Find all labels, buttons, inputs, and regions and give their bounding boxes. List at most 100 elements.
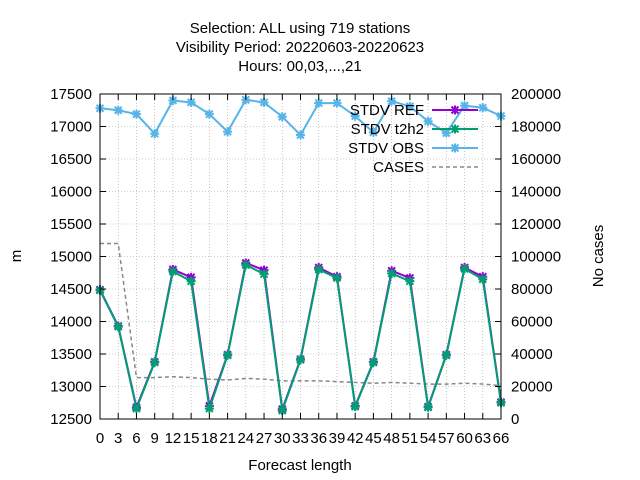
x-tick-label: 57 (438, 430, 455, 447)
x-tick-label: 3 (114, 430, 122, 447)
data-point (350, 402, 360, 412)
y-tick-label: 14000 (50, 314, 92, 331)
x-tick-label: 30 (274, 430, 291, 447)
x-tick-label: 27 (256, 430, 273, 447)
data-point (460, 264, 470, 274)
data-point (259, 97, 269, 107)
y2-tick-label: 160000 (511, 151, 561, 168)
data-point (405, 101, 415, 111)
series-line-cases (100, 242, 502, 387)
data-point (314, 265, 324, 274)
legend-label: CASES (373, 159, 424, 176)
data-point (113, 105, 123, 115)
x-tick-label: 0 (96, 430, 104, 447)
y2-tick-label: 100000 (511, 249, 561, 266)
data-point (277, 406, 287, 416)
x-axis-label: Forecast length (248, 457, 351, 474)
y-tick-label: 13000 (50, 379, 92, 396)
x-tick-label: 15 (183, 430, 200, 447)
y-tick-label: 14500 (50, 281, 92, 298)
y-tick-label: 15500 (50, 216, 92, 233)
data-point (150, 129, 160, 139)
y-tick-label: 17000 (50, 119, 92, 136)
x-tick-label: 63 (474, 430, 491, 447)
data-point (186, 276, 196, 286)
x-tick-label: 33 (292, 430, 309, 447)
y-tick-label: 13500 (50, 346, 92, 363)
x-tick-label: 21 (219, 430, 236, 447)
data-point (478, 274, 488, 284)
data-point (113, 322, 123, 332)
y2-tick-label: 20000 (511, 379, 553, 396)
y2-tick-label: 140000 (511, 184, 561, 201)
data-point (277, 112, 287, 122)
data-point (441, 128, 451, 138)
y2-axis-ticks: 0 20000 40000 60000 80000 100000 120000 140000 1… (495, 86, 561, 428)
x-tick-label: 48 (383, 430, 400, 447)
x-tick-label: 66 (493, 430, 510, 447)
data-point (259, 269, 269, 279)
x-tick-label: 18 (201, 430, 218, 447)
x-tick-label: 9 (151, 430, 159, 447)
y-tick-label: 16000 (50, 184, 92, 201)
title-line: Hours: 00,03,...,21 (238, 58, 361, 75)
x-tick-label: 39 (329, 430, 346, 447)
y2-tick-label: 200000 (511, 86, 561, 103)
data-point (296, 130, 305, 140)
data-point (460, 101, 470, 111)
data-point (478, 103, 488, 113)
data-point (150, 357, 160, 367)
x-tick-label: 36 (310, 430, 327, 447)
data-point (131, 109, 141, 119)
data-point (423, 116, 433, 126)
data-point (423, 402, 433, 412)
y2-tick-label: 60000 (511, 314, 553, 331)
y2-tick-label: 180000 (511, 119, 561, 136)
x-tick-label: 54 (420, 430, 437, 447)
data-point (314, 98, 324, 108)
data-point (296, 355, 305, 365)
data-point (131, 404, 141, 414)
data-point (223, 350, 233, 360)
x-tick-label: 12 (165, 430, 182, 447)
legend-label: STDV OBS (348, 140, 424, 157)
data-point (168, 266, 178, 276)
y-axis-ticks: 12500 13000 13500 14000 14500 15000 15500 16000… (50, 86, 106, 428)
y-axis-label: m (8, 250, 25, 263)
legend-label: STDV t2h2 (351, 121, 424, 138)
y-tick-label: 15000 (50, 249, 92, 266)
x-tick-label: 6 (132, 430, 140, 447)
y2-tick-label: 0 (511, 411, 519, 428)
data-point (387, 268, 397, 278)
y-tick-label: 16500 (50, 151, 92, 168)
legend: STDV REF STDV t2h2 STDV OBS CASES (348, 102, 478, 176)
data-point (441, 350, 451, 360)
chart-title: Selection: ALL using 719 stations Visibil… (176, 20, 424, 75)
title-line: Selection: ALL using 719 stations (190, 20, 410, 37)
x-tick-label: 60 (456, 430, 473, 447)
x-axis-ticks: 0 3 6 9 12 15 18 21 24 27 30 33 36 39 42 45 48 51 54 57 60 63… (96, 94, 510, 447)
data-point (368, 127, 378, 137)
title-line: Visibility Period: 20220603-20220623 (176, 39, 424, 56)
data-point (204, 109, 214, 119)
y2-axis-label: No cases (590, 225, 607, 288)
x-tick-label: 24 (237, 430, 254, 447)
y2-tick-label: 120000 (511, 216, 561, 233)
legend-label: STDV REF (350, 102, 424, 119)
y-tick-label: 12500 (50, 411, 92, 428)
data-point (204, 404, 214, 414)
data-point (241, 260, 251, 270)
y-tick-label: 17500 (50, 86, 92, 103)
x-tick-label: 45 (365, 430, 382, 447)
data-point (332, 273, 342, 283)
data-point (332, 98, 342, 108)
data-point (350, 111, 360, 121)
y2-tick-label: 80000 (511, 281, 553, 298)
y2-tick-label: 40000 (511, 346, 553, 363)
x-tick-label: 42 (347, 430, 364, 447)
data-point (223, 127, 233, 137)
data-point (405, 276, 415, 286)
x-tick-label: 51 (402, 430, 419, 447)
data-point (368, 357, 378, 367)
